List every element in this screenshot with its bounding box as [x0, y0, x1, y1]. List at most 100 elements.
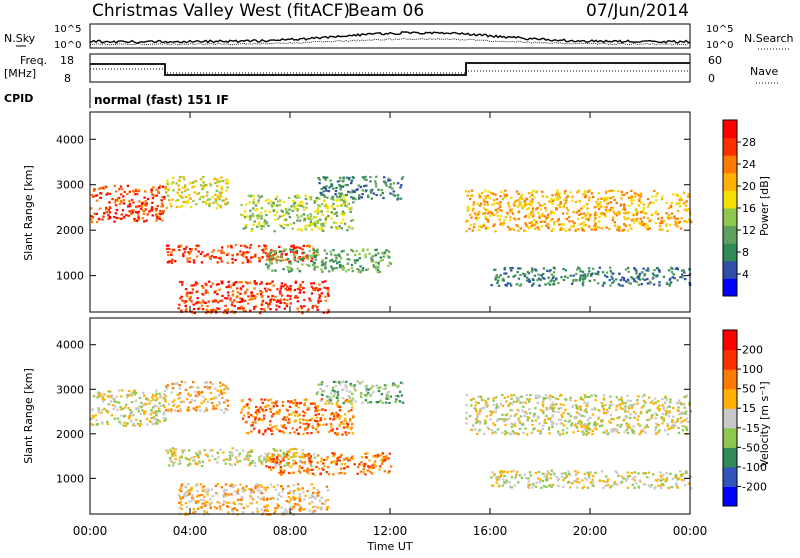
data-cell	[571, 482, 574, 485]
data-cell	[656, 274, 659, 277]
data-cell	[101, 396, 105, 399]
data-cell	[635, 217, 639, 221]
data-cell	[672, 407, 675, 410]
data-cell	[534, 407, 537, 410]
data-cell	[253, 305, 256, 309]
data-cell	[623, 223, 626, 226]
data-cell	[681, 478, 684, 482]
data-cell	[165, 244, 169, 247]
data-cell	[592, 484, 595, 487]
data-cell	[554, 397, 558, 400]
data-cell	[260, 227, 263, 230]
data-cell	[139, 420, 142, 423]
data-cell	[618, 229, 621, 232]
data-cell	[263, 458, 266, 461]
data-cell	[603, 206, 606, 209]
data-cell	[682, 479, 685, 482]
data-cell	[163, 419, 166, 422]
data-cell	[269, 483, 273, 486]
data-cell	[302, 257, 305, 260]
data-cell	[247, 456, 250, 459]
data-cell	[643, 278, 647, 281]
data-cell	[105, 193, 108, 196]
data-cell	[641, 395, 644, 398]
data-cell	[581, 278, 585, 281]
data-cell	[587, 272, 590, 275]
data-cell	[669, 472, 672, 475]
data-cell	[499, 402, 503, 406]
data-cell	[179, 497, 183, 500]
data-cell	[228, 451, 232, 454]
data-cell	[117, 401, 121, 404]
data-cell	[183, 300, 186, 303]
data-cell	[491, 203, 494, 206]
data-cell	[277, 463, 281, 466]
data-cell	[530, 203, 533, 206]
data-cell	[358, 463, 361, 466]
data-cell	[326, 292, 330, 295]
data-cell	[333, 254, 337, 257]
data-cell	[238, 460, 242, 463]
data-cell	[289, 506, 292, 509]
data-cell	[547, 472, 550, 475]
data-cell	[615, 428, 619, 431]
data-cell	[643, 426, 647, 429]
data-cell	[318, 288, 322, 291]
data-cell	[669, 426, 673, 429]
data-cell	[308, 459, 312, 463]
data-cell	[199, 184, 203, 187]
data-cell	[180, 244, 183, 247]
data-cell	[280, 506, 283, 509]
data-cell	[627, 270, 630, 273]
data-cell	[96, 396, 99, 399]
data-cell	[596, 272, 599, 275]
data-cell	[605, 429, 608, 432]
data-cell	[327, 505, 330, 508]
data-cell	[335, 214, 339, 217]
data-cell	[558, 204, 561, 207]
data-cell	[517, 409, 520, 412]
data-cell	[134, 392, 137, 395]
data-cell	[257, 409, 260, 412]
data-cell	[656, 267, 659, 270]
data-cell	[619, 407, 623, 410]
data-cell	[158, 215, 161, 219]
data-cell	[566, 194, 570, 197]
data-cell	[388, 452, 392, 455]
data-cell	[269, 423, 272, 426]
data-cell	[316, 430, 319, 434]
data-cell	[157, 407, 161, 410]
data-cell	[537, 470, 541, 474]
data-cell	[320, 229, 323, 232]
data-cell	[91, 408, 94, 412]
data-cell	[274, 449, 277, 452]
data-cell	[677, 406, 680, 409]
data-cell	[319, 418, 322, 422]
data-cell	[282, 451, 286, 454]
data-cell	[132, 190, 136, 193]
data-cell	[252, 207, 255, 210]
data-cell	[658, 269, 661, 272]
data-cell	[201, 251, 204, 254]
data-cell	[150, 209, 154, 212]
data-cell	[531, 207, 535, 210]
data-cell	[113, 220, 116, 223]
data-cell	[517, 210, 521, 213]
data-cell	[662, 405, 665, 409]
data-cell	[275, 210, 279, 214]
data-cell	[306, 406, 310, 409]
data-cell	[222, 496, 225, 499]
data-cell	[312, 491, 315, 494]
data-cell	[296, 214, 299, 217]
data-cell	[561, 429, 565, 432]
data-cell	[548, 270, 551, 273]
data-cell	[298, 466, 301, 469]
data-cell	[486, 219, 490, 222]
data-cell	[233, 304, 236, 308]
data-cell	[131, 391, 135, 394]
data-cell	[672, 423, 675, 426]
data-cell	[293, 431, 296, 434]
data-cell	[272, 413, 275, 416]
data-cell	[495, 406, 498, 409]
data-cell	[527, 417, 531, 420]
